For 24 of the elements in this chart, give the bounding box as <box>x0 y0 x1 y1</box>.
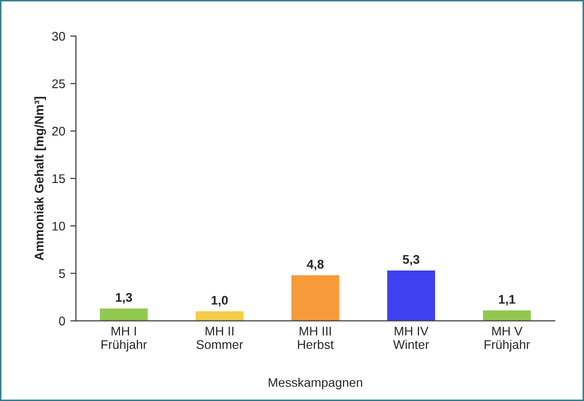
data-label: 1,0 <box>212 296 228 306</box>
y-tick-label: 10 <box>52 222 66 231</box>
data-label: 1,1 <box>499 295 516 306</box>
data-label: 1,3 <box>116 292 132 304</box>
data-label: 5,3 <box>402 255 420 266</box>
y-tick-label: 25 <box>52 79 65 88</box>
x-tick-label: MH IV Winter <box>393 326 429 349</box>
bar <box>100 308 148 321</box>
y-tick-label: 20 <box>52 126 66 136</box>
y-axis-title: Ammoniak Gehalt [mg/Nm³] <box>34 96 46 260</box>
y-tick-label: 30 <box>52 32 66 41</box>
bar <box>291 275 340 321</box>
x-tick-label: MH I Frühjahr <box>102 326 147 352</box>
x-tick-label: MH II Sommer <box>196 326 243 349</box>
bar <box>387 270 436 321</box>
y-tick-label: 0 <box>59 316 66 326</box>
x-tick-label: MH V Frühjahr <box>484 326 530 352</box>
bar <box>196 311 244 321</box>
y-tick-label: 15 <box>52 174 65 184</box>
data-label: 4,8 <box>306 260 324 270</box>
bar <box>482 310 531 321</box>
x-tick-label: MH III Herbst <box>298 326 334 349</box>
x-axis-title: Messkampagnen <box>268 378 362 390</box>
y-tick-label: 5 <box>59 269 65 278</box>
